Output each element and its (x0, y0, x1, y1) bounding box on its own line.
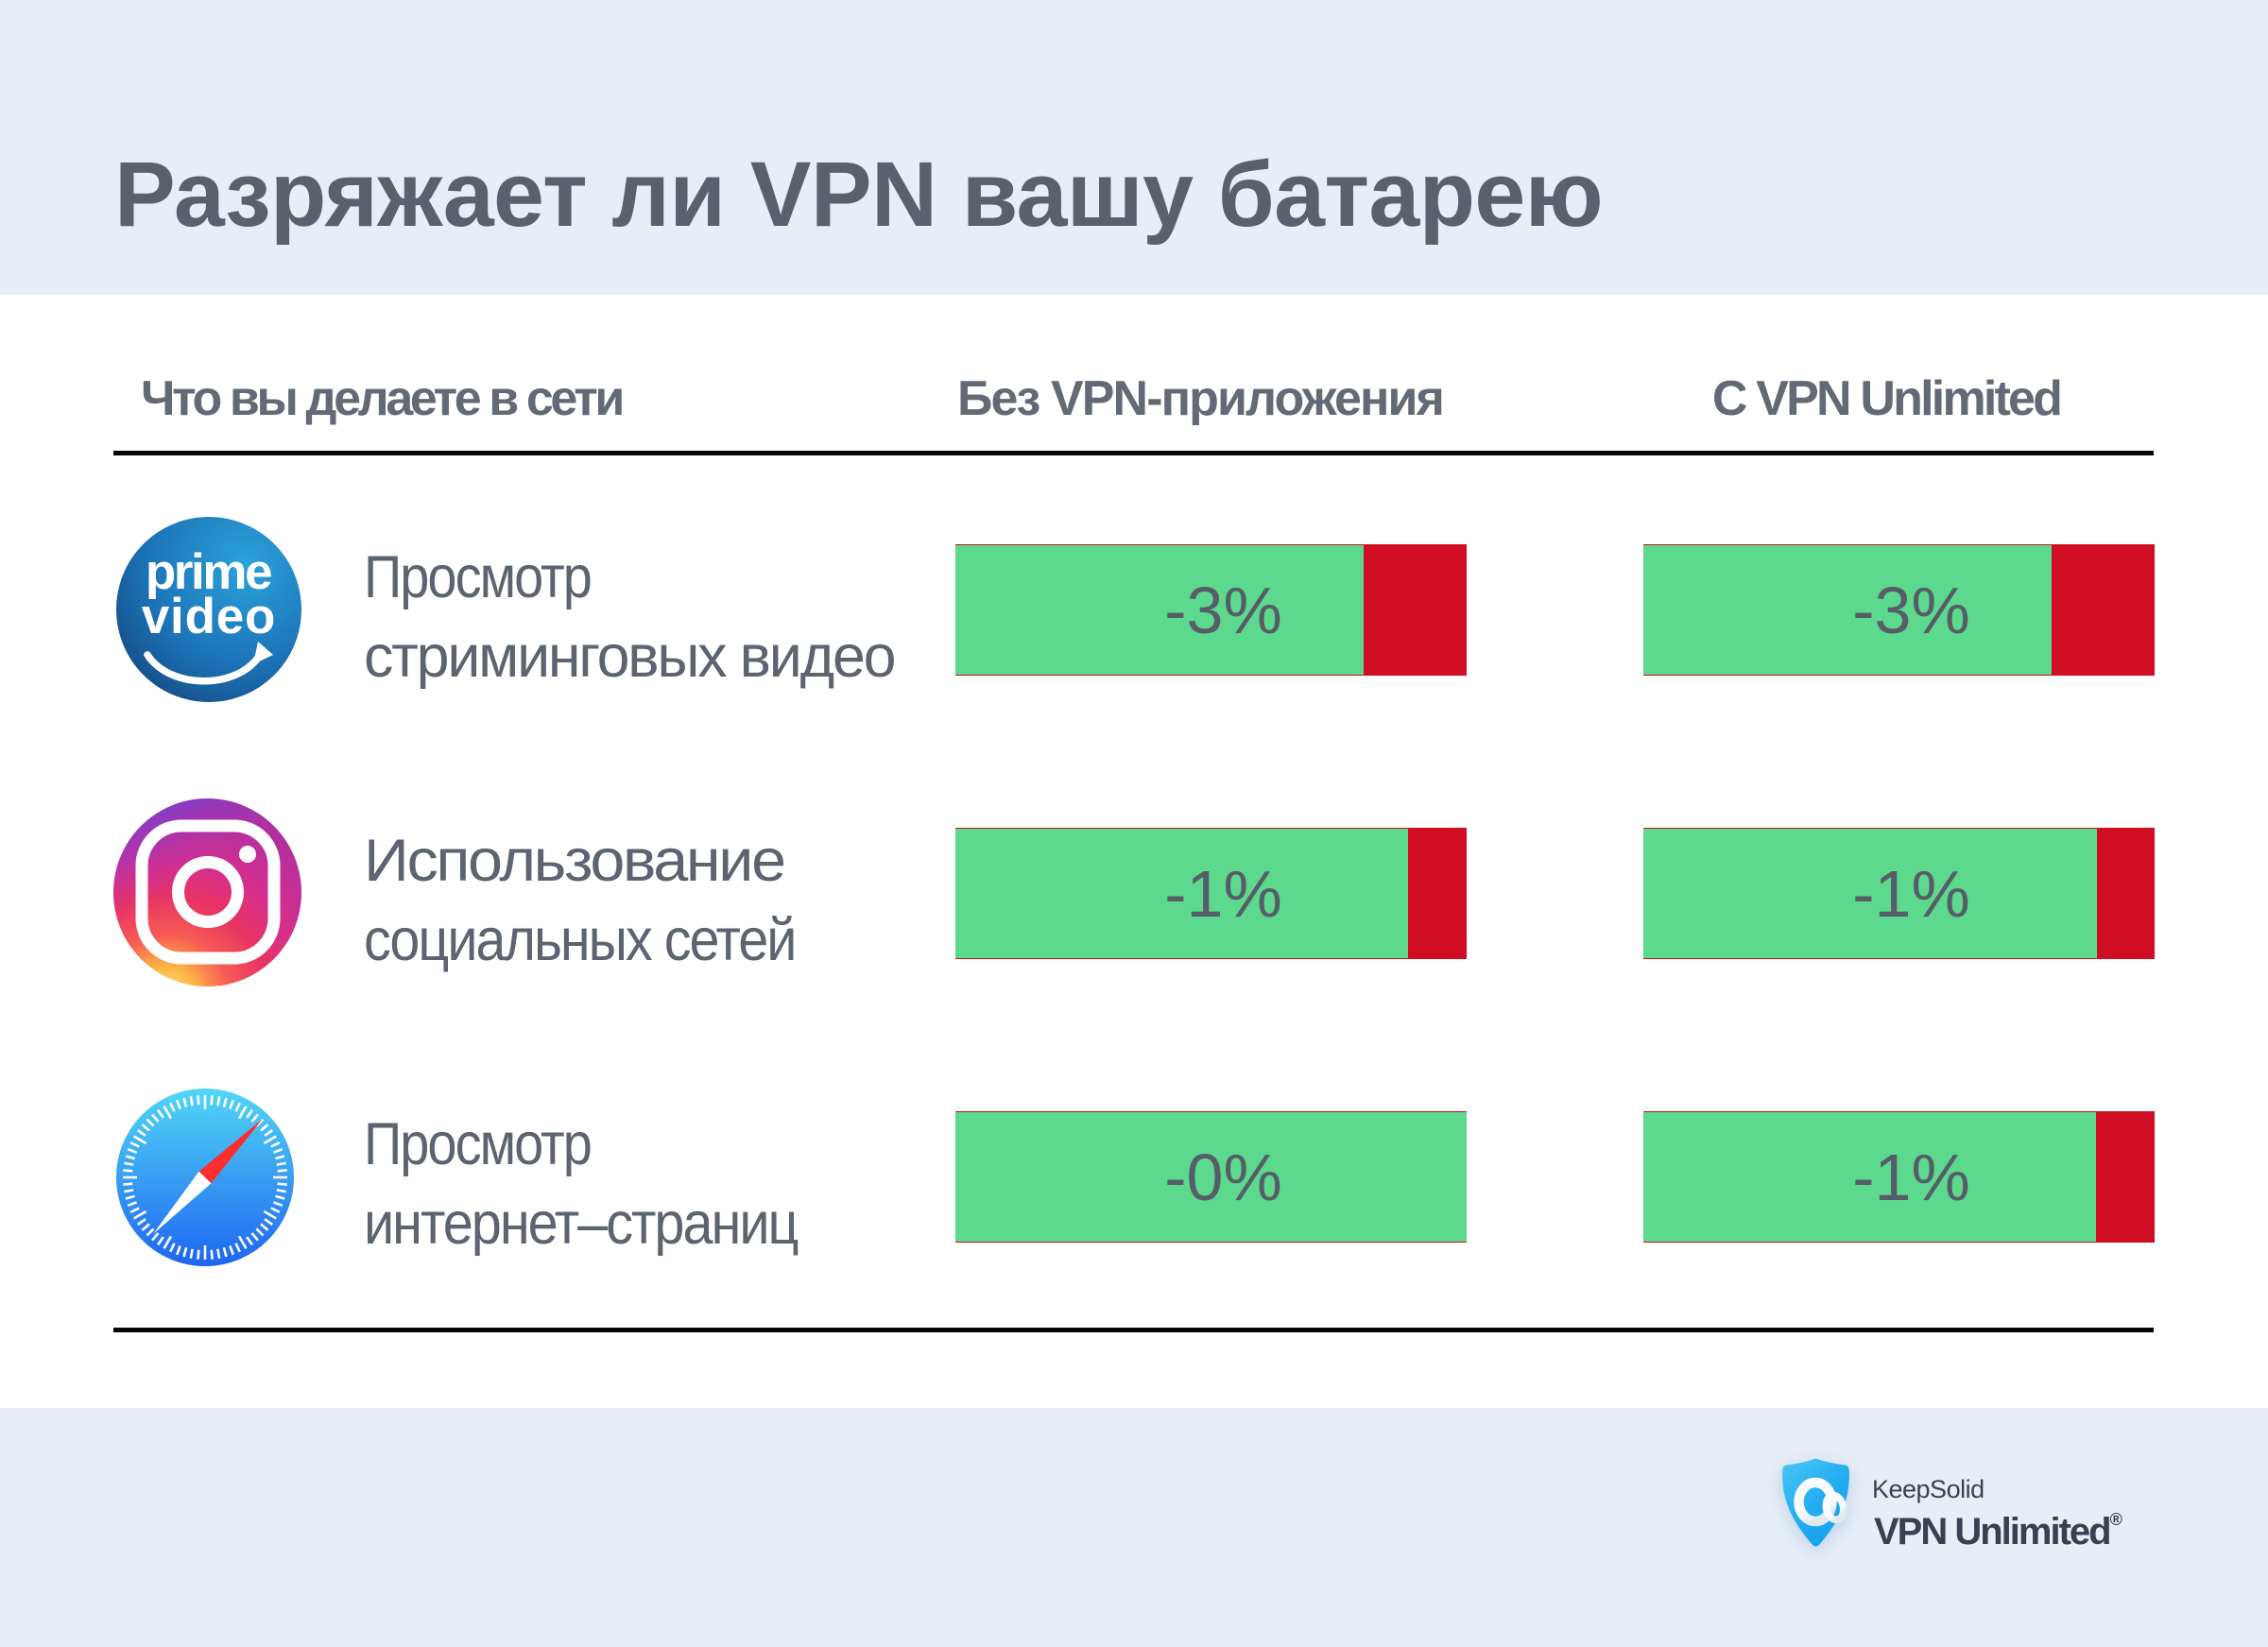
svg-text:prime: prime (146, 544, 271, 600)
svg-text:video: video (142, 589, 276, 644)
